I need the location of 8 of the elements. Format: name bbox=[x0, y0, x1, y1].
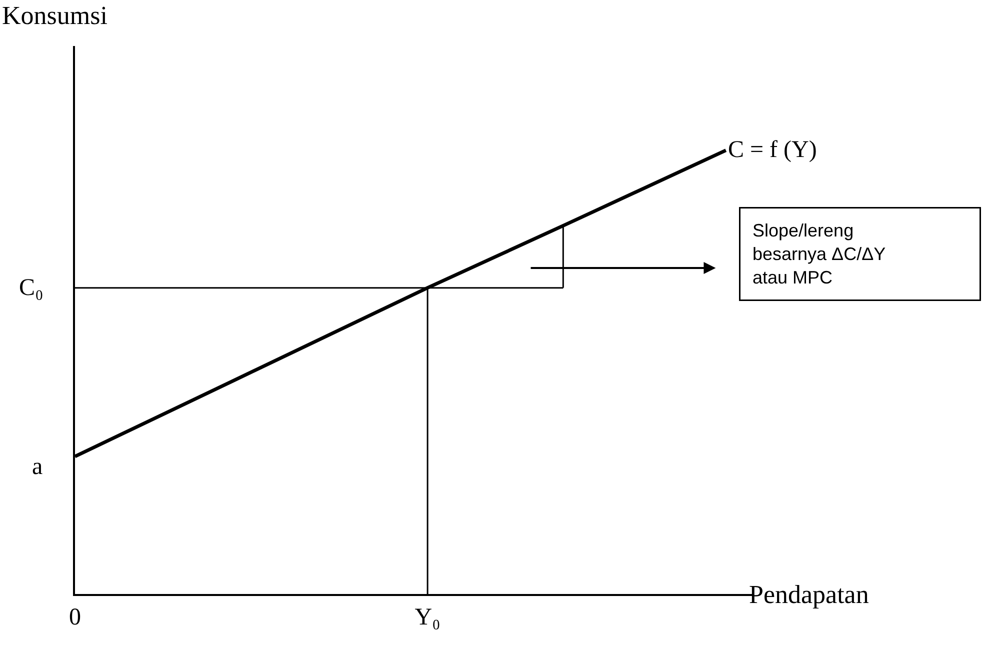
ref-line-label: C₀ bbox=[19, 275, 44, 301]
series-label: C = f (Y) bbox=[728, 137, 817, 163]
x-axis-title: Pendapatan bbox=[749, 580, 869, 609]
text: a bbox=[32, 454, 43, 480]
annotation: Slope/lereng besarnya ΔC/ΔY atau MPC bbox=[752, 220, 886, 288]
x-tick-label: Y₀ bbox=[414, 604, 440, 631]
x-tick-label: 0 bbox=[69, 604, 81, 631]
y-axis-title: Konsumsi bbox=[2, 1, 108, 30]
